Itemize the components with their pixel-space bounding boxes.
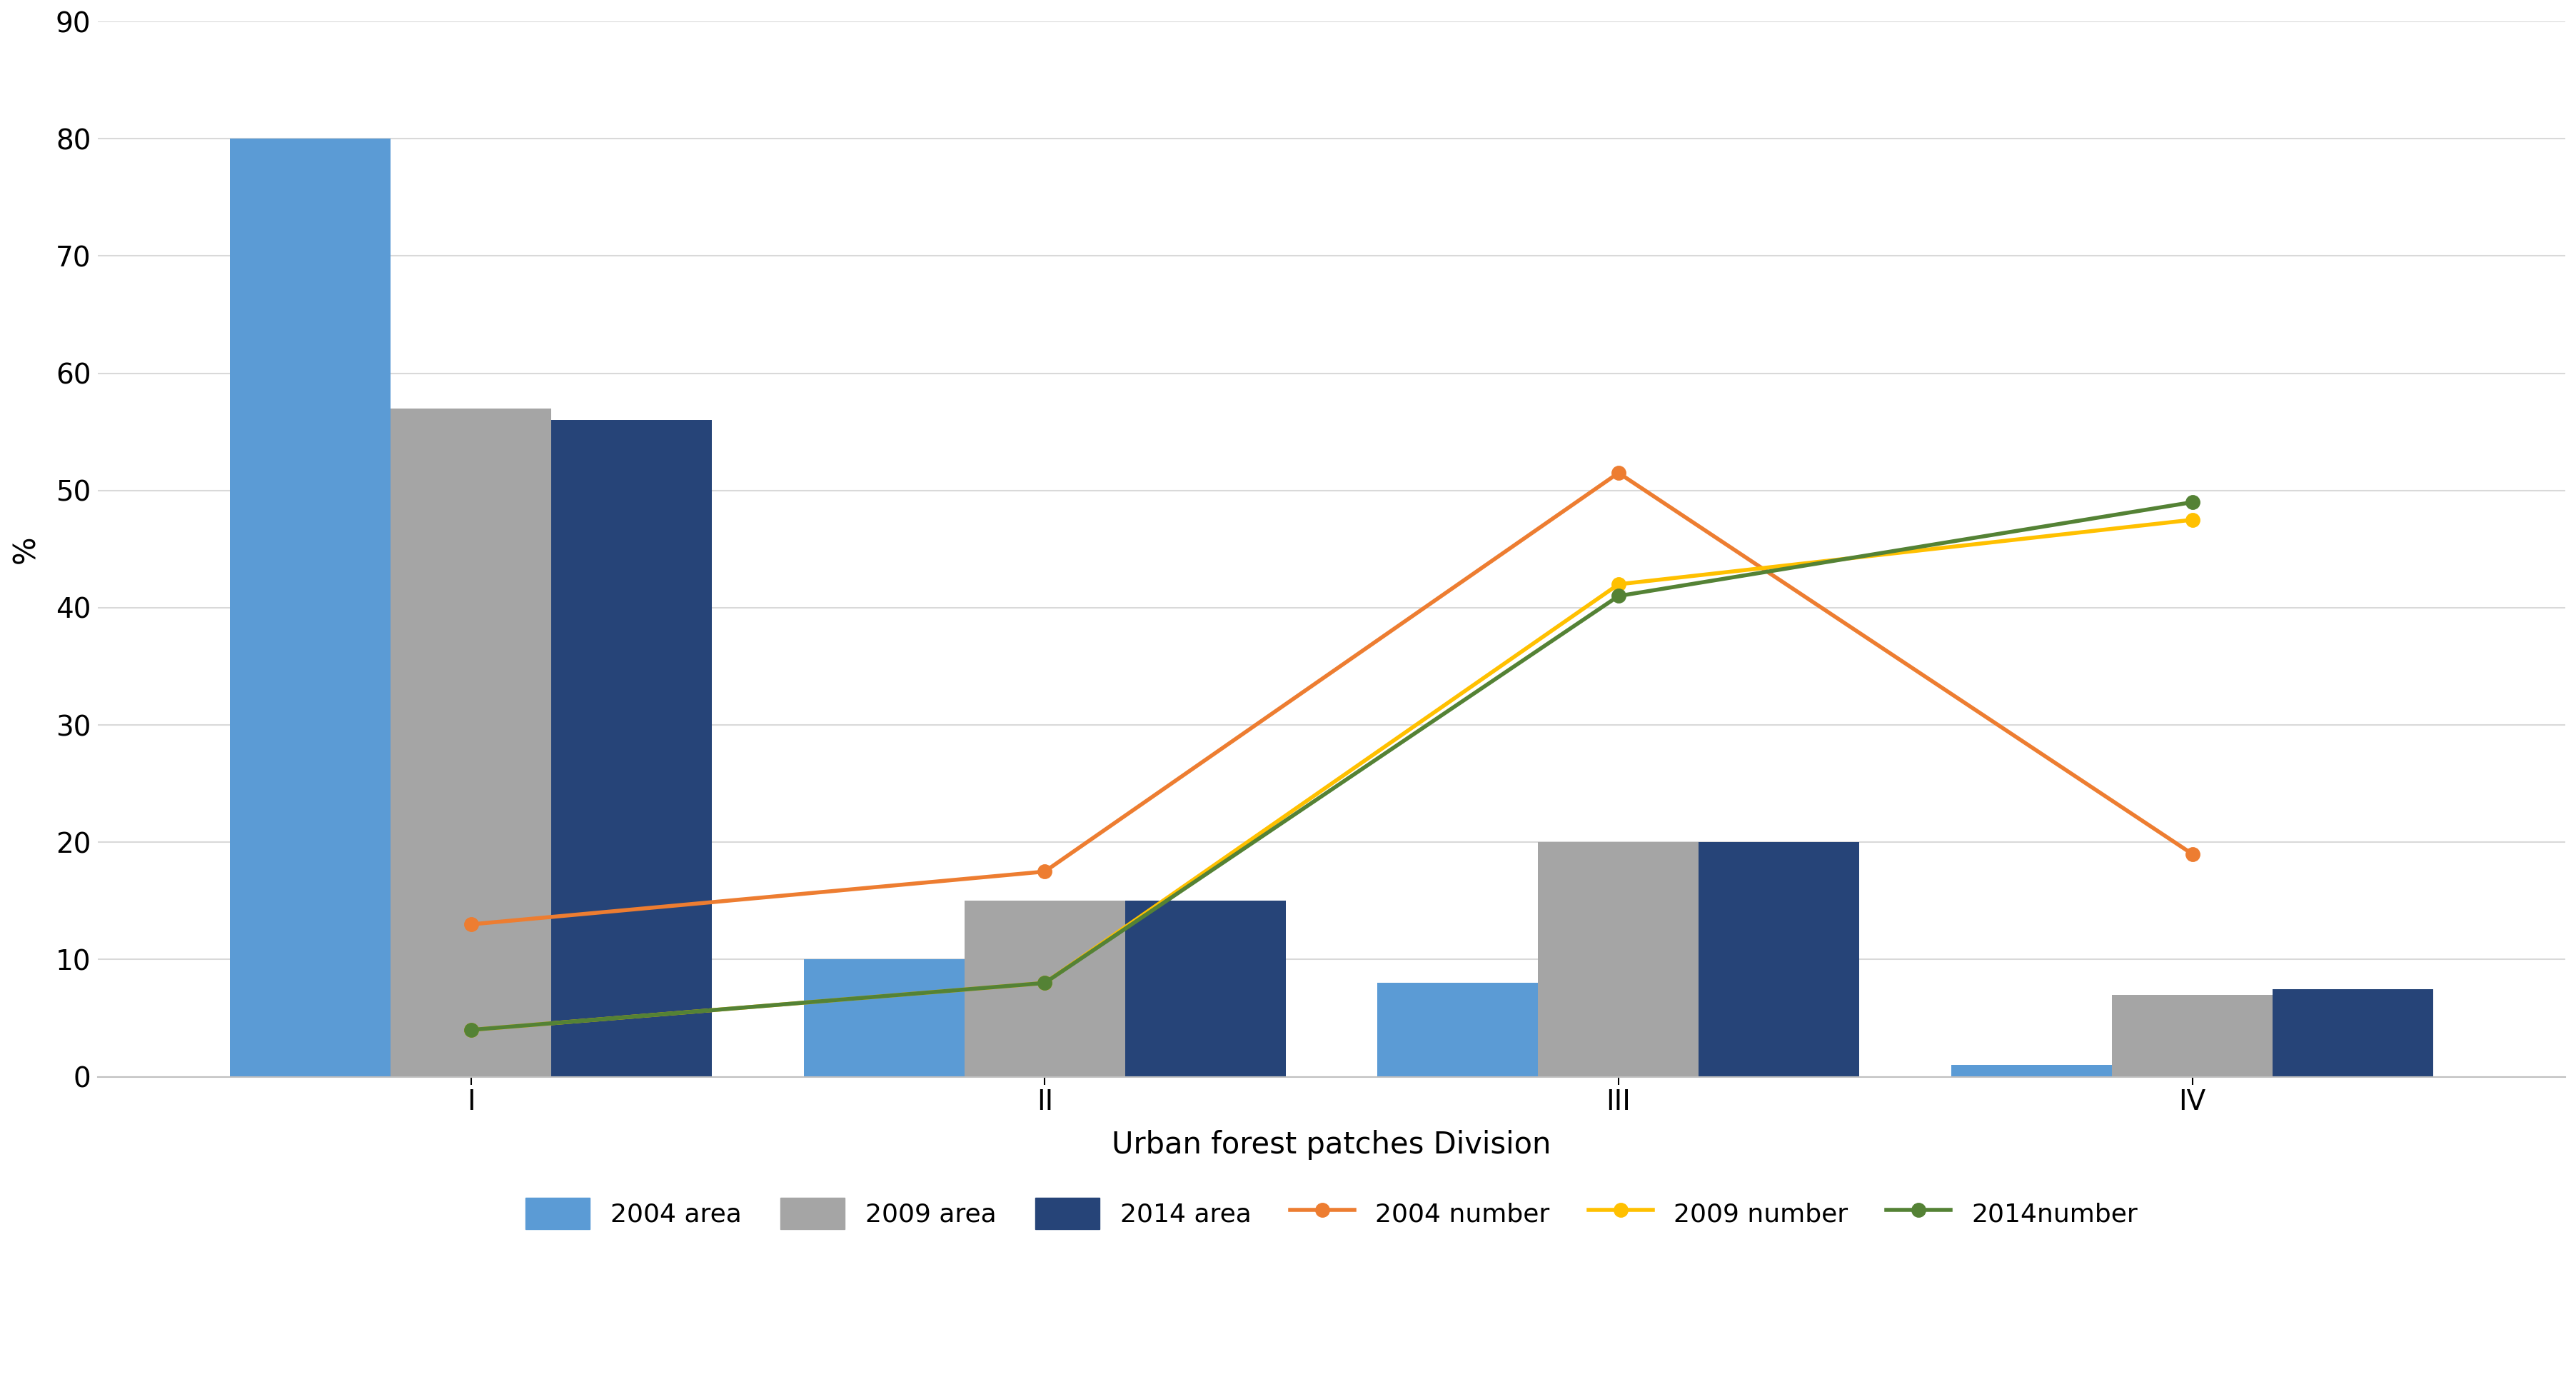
2014number — [2177, 494, 2208, 511]
2004 number — [1030, 863, 1061, 880]
Line: 2009 number: 2009 number — [464, 512, 2200, 1037]
2014number — [456, 1022, 487, 1038]
Bar — [1953, 1064, 2112, 1077]
Bar — [392, 409, 551, 1077]
Bar — [1378, 983, 1538, 1077]
Bar — [1698, 843, 1860, 1077]
Bar — [1538, 843, 1698, 1077]
2009 number — [1602, 576, 1633, 592]
2004 number — [1602, 464, 1633, 481]
Line: 2014number: 2014number — [464, 496, 2200, 1037]
2009 number — [456, 1022, 487, 1038]
Bar — [551, 420, 711, 1077]
2014number — [1030, 975, 1061, 991]
2009 number — [2177, 511, 2208, 527]
X-axis label: Urban forest patches Division: Urban forest patches Division — [1113, 1131, 1551, 1161]
Bar — [804, 960, 963, 1077]
Y-axis label: %: % — [10, 536, 41, 563]
Bar — [2112, 994, 2272, 1077]
2004 number — [456, 916, 487, 932]
Line: 2004 number: 2004 number — [464, 465, 2200, 931]
Bar — [2272, 989, 2434, 1077]
2009 number — [1030, 975, 1061, 991]
Legend: 2004 area, 2009 area, 2014 area, 2004 number, 2009 number, 2014number: 2004 area, 2009 area, 2014 area, 2004 nu… — [513, 1184, 2151, 1242]
Bar — [1126, 901, 1285, 1077]
Bar — [229, 139, 392, 1077]
2014number — [1602, 588, 1633, 605]
Bar — [963, 901, 1126, 1077]
2004 number — [2177, 845, 2208, 862]
